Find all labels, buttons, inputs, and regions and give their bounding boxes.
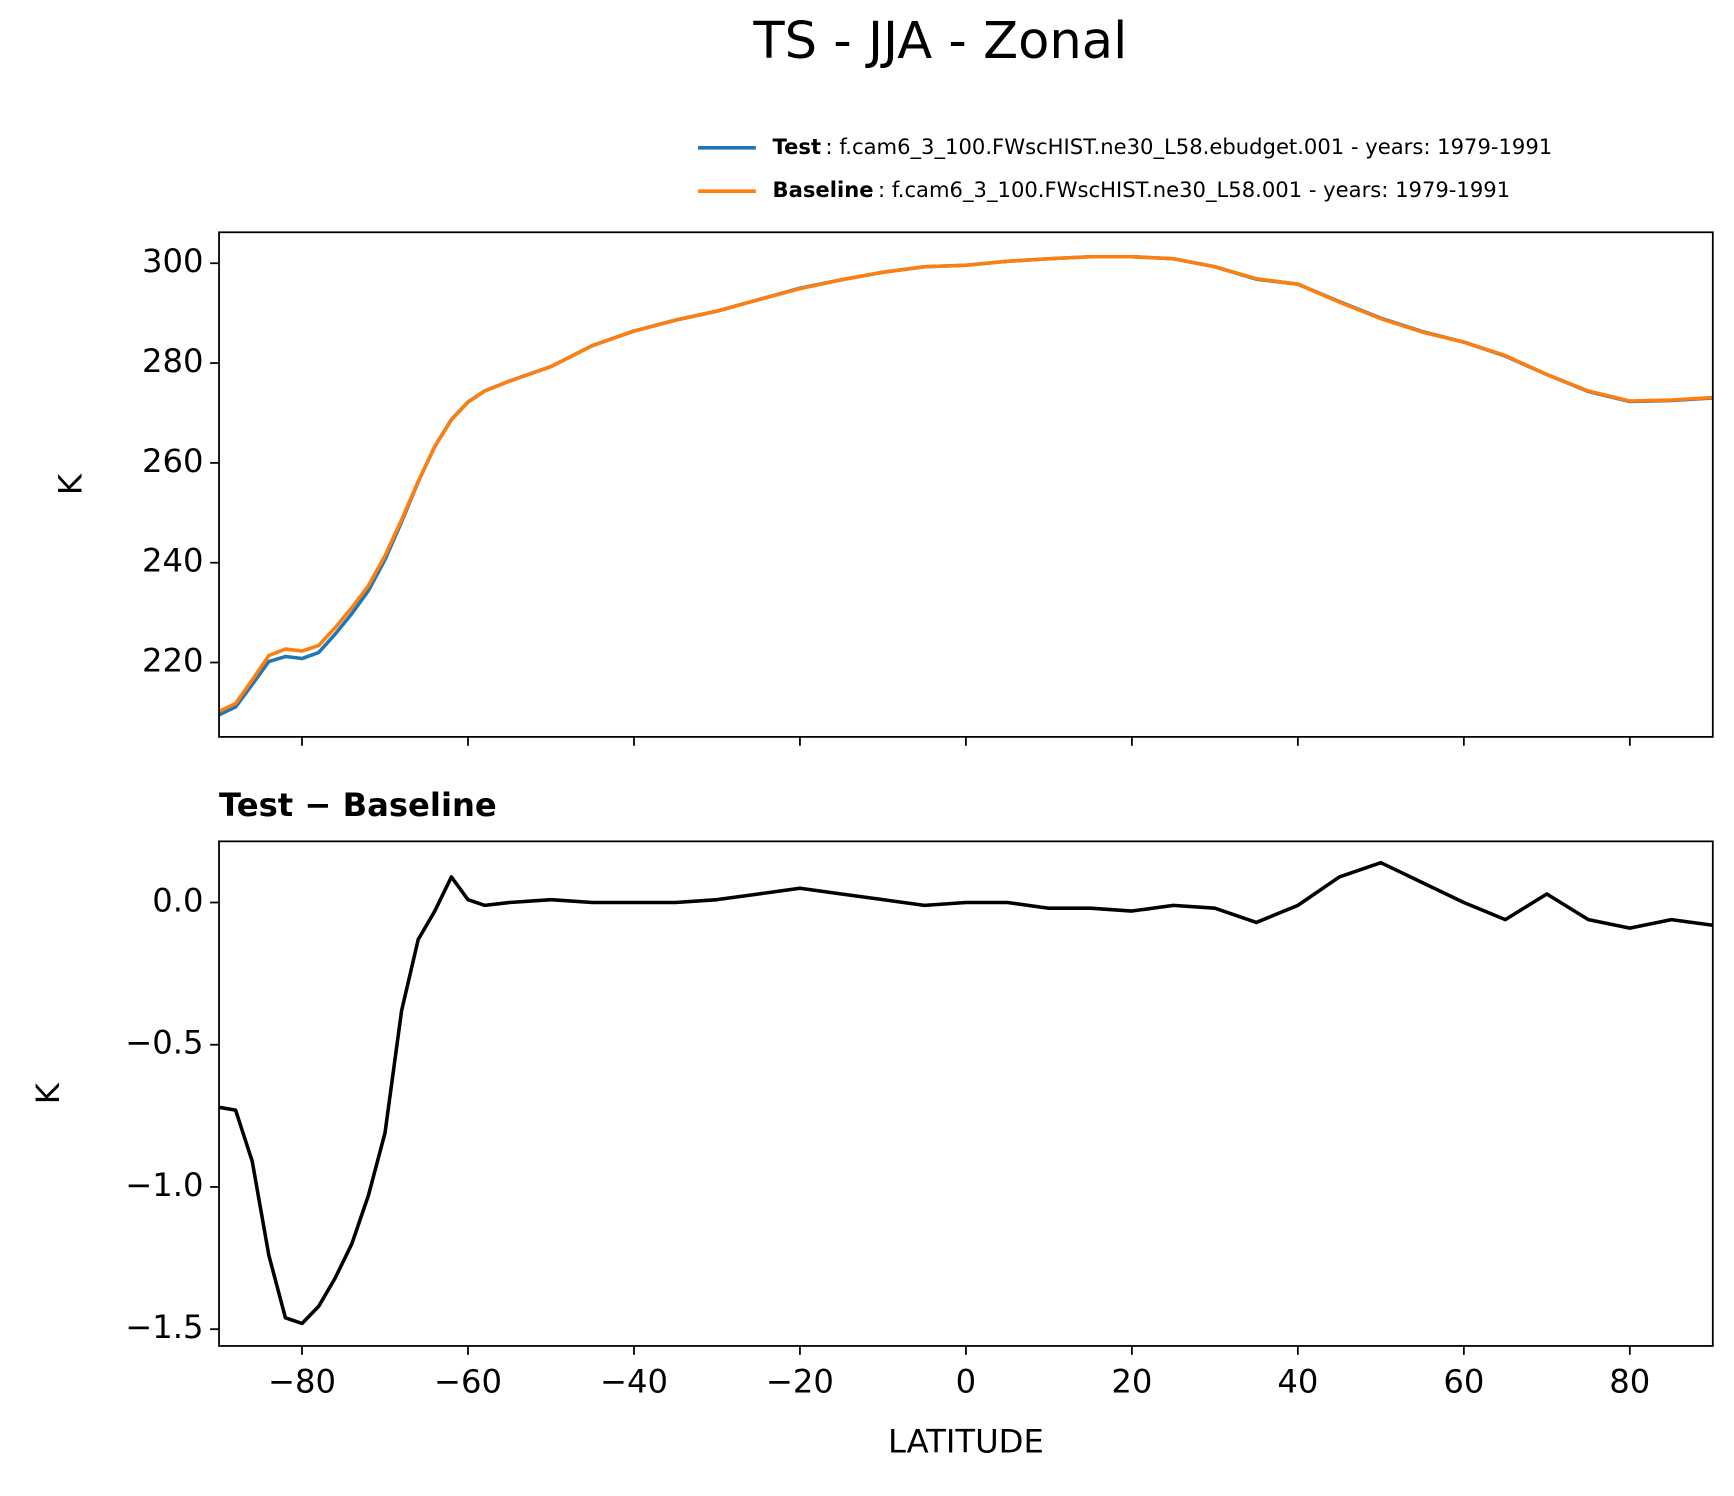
y-tick-label: 280 <box>142 342 204 380</box>
legend-name: Test <box>773 134 822 159</box>
x-tick-label: −80 <box>268 1363 336 1401</box>
legend-name: Baseline <box>773 177 874 202</box>
y-tick-label: 240 <box>142 542 204 580</box>
axes-frame <box>218 840 1714 1347</box>
y-axis-label: K <box>29 1082 67 1104</box>
x-tick-label: 20 <box>1111 1363 1152 1401</box>
legend-entry: Test: f.cam6_3_100.FWscHIST.ne30_L58.ebu… <box>773 134 1553 160</box>
y-tick-label: 260 <box>142 442 204 480</box>
x-tick-label: 80 <box>1609 1363 1650 1401</box>
subplot-title: Test − Baseline <box>219 786 497 824</box>
legend-description: : f.cam6_3_100.FWscHIST.ne30_L58.ebudget… <box>826 134 1553 160</box>
legend-description: : f.cam6_3_100.FWscHIST.ne30_L58.001 - y… <box>878 177 1510 203</box>
y-tick-label: 300 <box>142 242 204 280</box>
y-tick-label: 220 <box>142 642 204 680</box>
legend-entry: Baseline: f.cam6_3_100.FWscHIST.ne30_L58… <box>773 177 1511 203</box>
y-tick-label: −1.0 <box>125 1166 203 1204</box>
y-tick-label: −0.5 <box>125 1024 203 1062</box>
x-tick-label: 60 <box>1443 1363 1484 1401</box>
x-tick-label: 40 <box>1277 1363 1318 1401</box>
figure-title: TS - JJA - Zonal <box>752 12 1127 71</box>
axes-frame <box>218 231 1714 738</box>
data-line <box>219 860 1713 1326</box>
x-tick-label: −60 <box>434 1363 502 1401</box>
data-line <box>219 254 1713 714</box>
x-axis-label: LATITUDE <box>888 1423 1044 1461</box>
y-tick-label: 0.0 <box>152 882 203 920</box>
x-tick-label: 0 <box>956 1363 977 1401</box>
x-tick-label: −40 <box>600 1363 668 1401</box>
y-tick-label: −1.5 <box>125 1308 203 1346</box>
y-axis-label: K <box>51 473 89 495</box>
x-tick-label: −20 <box>766 1363 834 1401</box>
